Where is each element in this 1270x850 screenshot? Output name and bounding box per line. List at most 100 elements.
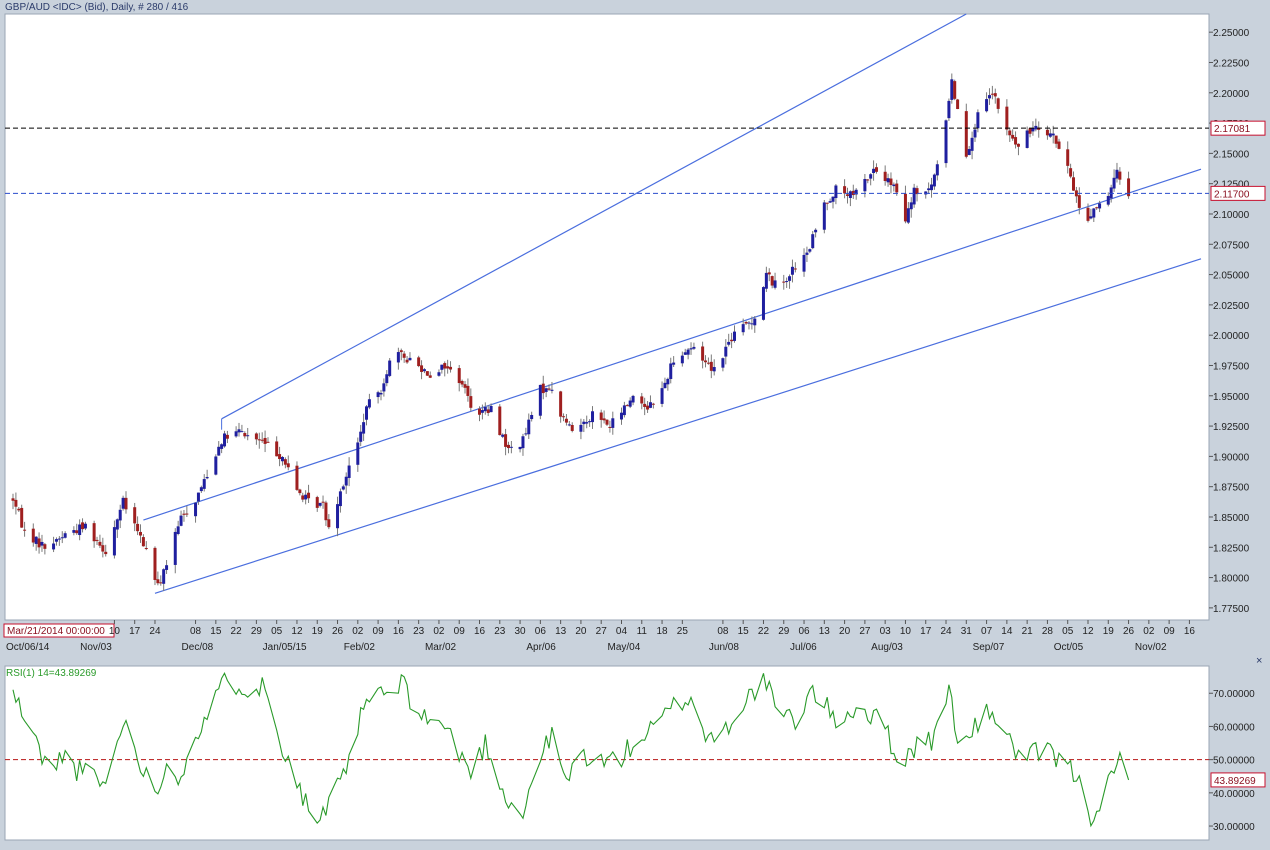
candle-down xyxy=(504,434,508,447)
candle-down xyxy=(307,492,311,499)
candle-up xyxy=(927,188,931,191)
rsi-tick-label: 70.00000 xyxy=(1213,689,1255,700)
candle-up xyxy=(304,494,308,500)
candle-down xyxy=(14,499,18,507)
candle-up xyxy=(790,266,794,275)
candle-up xyxy=(591,411,595,423)
candle-up xyxy=(848,191,852,198)
candle-up xyxy=(344,476,348,486)
candle-up xyxy=(1106,195,1110,205)
date-tick-label: 24 xyxy=(149,626,161,637)
candle-up xyxy=(930,184,934,191)
candle-up xyxy=(179,515,183,526)
date-tick-label: 17 xyxy=(129,626,141,637)
candle-down xyxy=(915,188,919,195)
trendline-1[interactable] xyxy=(143,168,1202,521)
candle-up xyxy=(987,95,991,99)
candle-up xyxy=(440,364,444,370)
candle-up xyxy=(60,537,64,539)
candle-down xyxy=(640,396,644,404)
candle-down xyxy=(996,98,1000,109)
candle-down xyxy=(1008,130,1012,136)
candle-up xyxy=(1051,133,1055,136)
date-tick-label: 27 xyxy=(859,626,871,637)
candle-up xyxy=(611,418,615,428)
date-tick-label: 17 xyxy=(920,626,932,637)
candle-down xyxy=(889,178,893,186)
candle-up xyxy=(944,120,948,164)
candle-up xyxy=(669,363,673,379)
candle-up xyxy=(1031,128,1035,132)
candle-up xyxy=(588,421,592,423)
price-tick-label: 1.97500 xyxy=(1213,361,1250,372)
rsi-label: RSI(1) 14=43.89269 xyxy=(6,668,97,679)
candle-down xyxy=(124,497,128,510)
close-icon[interactable]: × xyxy=(1256,655,1262,667)
candle-down xyxy=(1016,143,1020,147)
candle-down xyxy=(478,408,482,415)
candle-up xyxy=(52,543,56,550)
candle-down xyxy=(793,268,797,270)
candle-down xyxy=(506,444,510,449)
panel-separator[interactable] xyxy=(0,656,1270,665)
month-tick-label: Aug/03 xyxy=(871,642,903,653)
candle-up xyxy=(83,523,87,529)
candle-up xyxy=(935,164,939,176)
price-panel[interactable] xyxy=(4,13,1210,621)
date-tick-label: 15 xyxy=(210,626,222,637)
candle-down xyxy=(651,403,655,405)
candle-down xyxy=(625,405,629,407)
trendline-2[interactable] xyxy=(154,258,1202,594)
candle-up xyxy=(932,174,936,187)
month-tick-label: Oct/06/14 xyxy=(6,642,50,653)
candle-down xyxy=(138,531,142,536)
date-tick-label: 05 xyxy=(1062,626,1074,637)
candle-down xyxy=(275,441,279,457)
candle-down xyxy=(1066,149,1070,166)
candle-down xyxy=(286,463,290,468)
candle-up xyxy=(822,202,826,230)
candle-up xyxy=(828,201,832,203)
rsi-current-label: 43.89269 xyxy=(1214,776,1256,787)
candle-down xyxy=(767,272,771,275)
candle-up xyxy=(1115,169,1119,179)
candle-up xyxy=(72,530,76,533)
candle-down xyxy=(225,434,229,439)
candle-down xyxy=(1074,190,1078,197)
candle-up xyxy=(234,431,238,437)
candle-down xyxy=(133,507,137,524)
candle-up xyxy=(480,410,484,413)
candle-down xyxy=(324,502,328,521)
candle-up xyxy=(362,422,366,434)
candle-down xyxy=(1054,135,1058,144)
candle-up xyxy=(1025,130,1029,148)
candle-up xyxy=(54,539,58,542)
candle-down xyxy=(295,465,299,490)
candle-up xyxy=(834,185,838,199)
candle-up xyxy=(622,405,626,416)
candle-down xyxy=(457,368,461,384)
date-tick-label: 02 xyxy=(433,626,445,637)
price-tick-label: 2.00000 xyxy=(1213,331,1250,342)
trendline-3[interactable] xyxy=(221,13,967,420)
candle-up xyxy=(524,433,528,435)
date-tick-label: 16 xyxy=(393,626,405,637)
price-tick-label: 2.20000 xyxy=(1213,89,1250,100)
candle-up xyxy=(947,100,951,119)
candle-up xyxy=(165,565,169,570)
price-tick-label: 1.85000 xyxy=(1213,513,1250,524)
month-tick-label: Apr/06 xyxy=(526,642,556,653)
candle-down xyxy=(1127,178,1131,197)
candle-down xyxy=(993,93,997,97)
price-tick-label: 2.15000 xyxy=(1213,149,1250,160)
trendline-group[interactable] xyxy=(143,13,1202,594)
candle-up xyxy=(422,369,426,372)
rsi-panel[interactable] xyxy=(4,665,1210,841)
price-tick-label: 2.22500 xyxy=(1213,58,1250,69)
candle-up xyxy=(721,358,725,368)
candle-down xyxy=(399,350,403,353)
candle-up xyxy=(863,178,867,192)
candle-up xyxy=(40,541,44,546)
candle-up xyxy=(892,184,896,187)
